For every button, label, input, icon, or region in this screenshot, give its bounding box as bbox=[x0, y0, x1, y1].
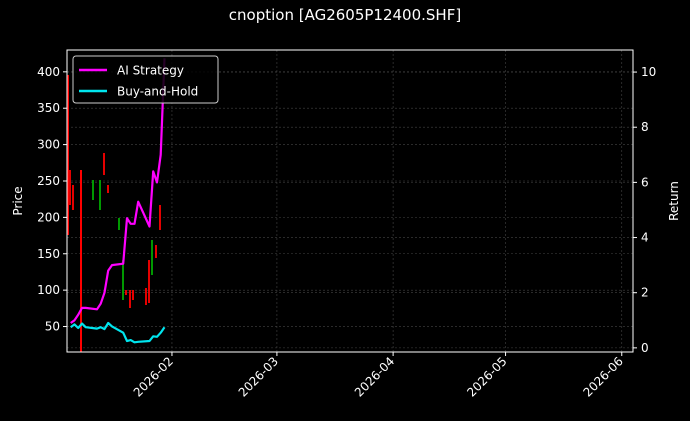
candles bbox=[67, 75, 161, 352]
x-tick-label: 2026-04 bbox=[352, 354, 397, 399]
plot-frame bbox=[66, 49, 634, 353]
left-tick-label: 200 bbox=[37, 210, 60, 224]
left-tick-label: 350 bbox=[37, 101, 60, 115]
left-tick-label: 400 bbox=[37, 65, 60, 79]
left-tick-label: 300 bbox=[37, 138, 60, 152]
right-tick-label: 2 bbox=[641, 286, 649, 300]
series-line-1 bbox=[70, 321, 166, 344]
chart-title: cnoption [AG2605P12400.SHF] bbox=[228, 6, 462, 24]
y-axis-label-right: Return bbox=[667, 181, 681, 221]
legend-label: Buy-and-Hold bbox=[117, 85, 198, 99]
legend: AI Strategy Buy-and-Hold bbox=[72, 55, 219, 104]
x-tick-label: 2026-05 bbox=[464, 354, 509, 399]
right-tick-label: 10 bbox=[641, 65, 656, 79]
left-tick-label: 50 bbox=[45, 320, 60, 334]
left-tick-label: 250 bbox=[37, 174, 60, 188]
x-tick-label: 2026-06 bbox=[581, 354, 626, 399]
x-tick-label: 2026-02 bbox=[131, 354, 176, 399]
y-axis-label-left: Price bbox=[11, 186, 25, 215]
right-tick-label: 8 bbox=[641, 120, 649, 134]
left-tick-label: 150 bbox=[37, 247, 60, 261]
left-tick-label: 100 bbox=[37, 283, 60, 297]
right-tick-label: 4 bbox=[641, 231, 649, 245]
right-tick-label: 6 bbox=[641, 175, 649, 189]
right-tick-label: 0 bbox=[641, 341, 649, 355]
legend-label: AI Strategy bbox=[117, 64, 184, 78]
series-line-0 bbox=[70, 58, 166, 324]
x-tick-label: 2026-03 bbox=[236, 354, 281, 399]
legend-box bbox=[72, 55, 219, 104]
